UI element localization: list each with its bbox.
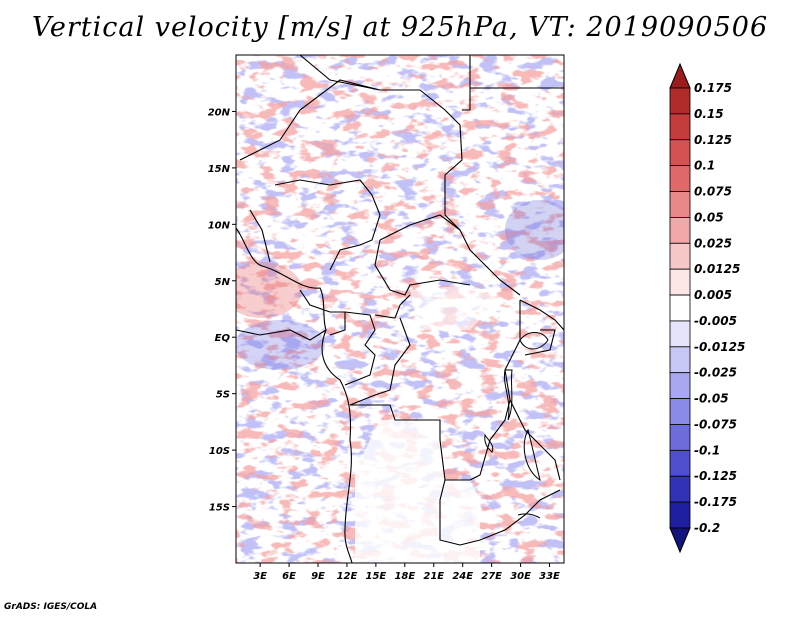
lat-tick-label: 5N [215,277,231,288]
lon-tick-label: 21E [423,571,444,582]
blue-patch-east [505,200,564,260]
colorbar-swatch [669,191,691,218]
colorbar-label: -0.025 [694,366,737,380]
colorbar-top-arrow [669,62,691,89]
colorbar-label: -0.05 [694,392,729,406]
blue-patch-gulf [236,320,325,370]
colorbar-label: 0.075 [694,185,732,199]
colorbar-label: 0.005 [694,288,732,302]
lon-tick-label: 12E [337,571,358,582]
lon-tick-label: 6E [282,571,296,582]
colorbar-swatch [669,475,691,503]
longitude-ticks: 3E 6E 9E 12E 15E 18E 21E 24E 27E 30E 33E [253,563,560,582]
colorbar-swatch [669,268,691,296]
colorbar-swatch [669,113,691,141]
colorbar-swatch [669,139,691,167]
lon-tick-label: 9E [311,571,325,582]
lat-tick-label: 10S [209,446,230,457]
colorbar-swatch [669,398,691,425]
lat-tick-label: EQ [215,333,231,344]
lon-tick-label: 33E [539,571,560,582]
colorbar-label: -0.075 [694,417,737,431]
country-borders [236,55,564,563]
colorbar-swatch [669,217,691,244]
lon-tick-label: 15E [366,571,387,582]
colorbar-label: -0.125 [694,469,737,483]
colorbar-swatch [669,372,691,399]
lat-tick-label: 5S [216,390,230,401]
colorbar-swatch [669,242,691,270]
lat-tick-label: 15S [209,503,230,514]
lon-tick-label: 3E [253,571,267,582]
chart-title: Vertical velocity [m/s] at 925hPa, VT: 2… [31,12,769,43]
quiet-region-central [410,285,500,330]
lakes [484,332,549,519]
colorbar-label: 0.0125 [694,262,740,276]
velocity-field [236,55,564,563]
colorbar-swatch [669,165,691,192]
lat-tick-label: 20N [208,107,231,118]
lat-tick-label: 15N [208,164,231,175]
lat-tick-label: 10N [208,220,231,231]
red-patch-west-africa [236,262,302,318]
colorbar-label: 0.175 [694,81,732,95]
colorbar-label: -0.005 [694,314,737,328]
colorbar-label: 0.025 [694,236,732,250]
lon-tick-label: 24E [452,571,473,582]
quiet-region-south [355,420,480,563]
colorbar-bottom-arrow [669,527,691,554]
colorbar-swatch [669,87,691,115]
latitude-ticks: 20N 15N 10N 5N EQ 5S 10S 15S [208,107,236,514]
footer-credit: GrADS: IGES/COLA [4,602,98,612]
map-frame [235,54,565,564]
colorbar-label: 0.05 [694,210,724,224]
lon-tick-label: 18E [394,571,415,582]
colorbar-label: -0.0125 [694,340,745,354]
colorbar-label: 0.15 [694,107,724,121]
colorbar-swatch [669,424,691,451]
colorbar: 0.175 0.15 0.125 0.1 0.075 0.05 0.025 0.0125 0.0… [669,62,745,554]
colorbar-label: 0.125 [694,133,732,147]
colorbar-label: -0.175 [694,495,737,509]
colorbar-label: -0.2 [694,521,720,535]
colorbar-swatch [669,346,691,374]
colorbar-label: -0.1 [694,443,720,457]
colorbar-swatch [669,449,691,477]
colorbar-swatch [669,320,691,348]
colorbar-swatch [669,294,691,322]
lon-tick-label: 30E [510,571,531,582]
lon-tick-label: 27E [481,571,502,582]
colorbar-swatch [669,501,691,529]
colorbar-label: 0.1 [694,159,715,173]
